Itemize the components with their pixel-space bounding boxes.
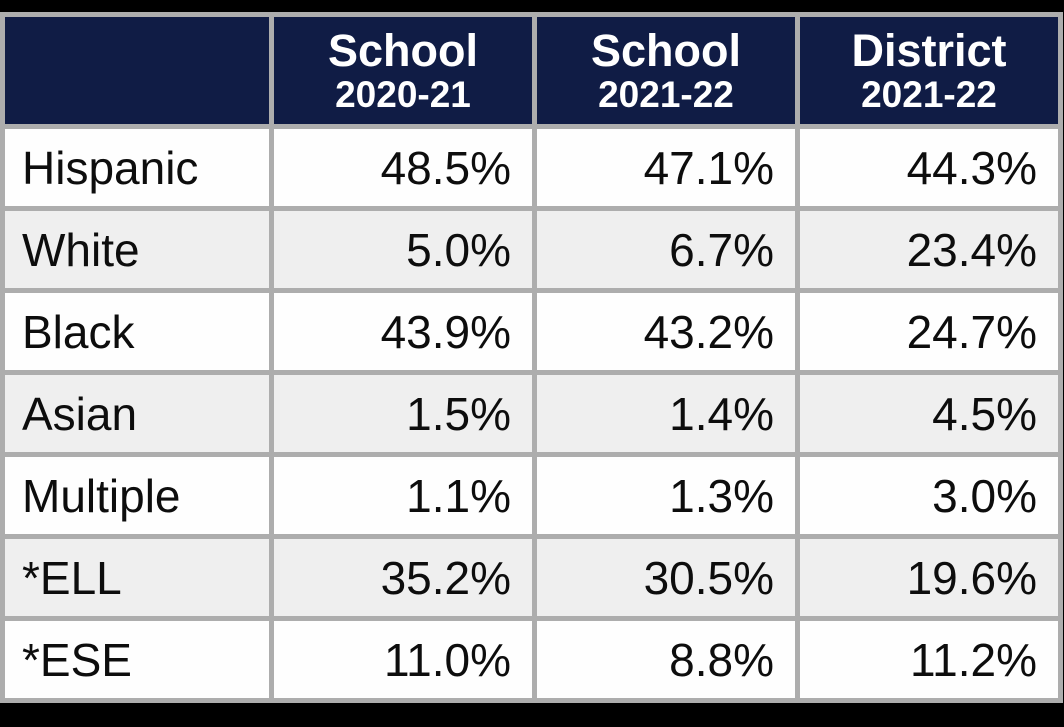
table-row-hispanic: Hispanic 48.5% 47.1% 44.3% xyxy=(0,124,1063,211)
cell-value: 1.5% xyxy=(269,370,537,457)
row-label: *ELL xyxy=(0,534,274,621)
demographics-table: School 2020-21 School 2021-22 District 2… xyxy=(0,12,1063,703)
cell-value: 6.7% xyxy=(532,206,800,293)
row-label: Hispanic xyxy=(0,124,274,211)
table-row-asian: Asian 1.5% 1.4% 4.5% xyxy=(0,370,1063,457)
column-subtitle: 2021-22 xyxy=(861,74,997,116)
column-title: School xyxy=(327,24,478,76)
cell-value: 11.2% xyxy=(795,616,1063,703)
row-label: Black xyxy=(0,288,274,375)
cell-value: 35.2% xyxy=(269,534,537,621)
table-row-multiple: Multiple 1.1% 1.3% 3.0% xyxy=(0,452,1063,539)
cell-value: 19.6% xyxy=(795,534,1063,621)
cell-value: 47.1% xyxy=(532,124,800,211)
cell-value: 43.2% xyxy=(532,288,800,375)
column-header-district-2021-22: District 2021-22 xyxy=(795,12,1063,129)
column-title: School xyxy=(590,24,741,76)
cell-value: 1.3% xyxy=(532,452,800,539)
cell-value: 1.1% xyxy=(269,452,537,539)
column-subtitle: 2021-22 xyxy=(598,74,734,116)
row-label: *ESE xyxy=(0,616,274,703)
row-label: Multiple xyxy=(0,452,274,539)
row-label: Asian xyxy=(0,370,274,457)
cell-value: 4.5% xyxy=(795,370,1063,457)
column-header-school-2021-22: School 2021-22 xyxy=(532,12,800,129)
header-row: School 2020-21 School 2021-22 District 2… xyxy=(0,12,1063,129)
cell-value: 23.4% xyxy=(795,206,1063,293)
cell-value: 3.0% xyxy=(795,452,1063,539)
column-header-school-2020-21: School 2020-21 xyxy=(269,12,537,129)
table-row-white: White 5.0% 6.7% 23.4% xyxy=(0,206,1063,293)
table-row-ell: *ELL 35.2% 30.5% 19.6% xyxy=(0,534,1063,621)
cell-value: 8.8% xyxy=(532,616,800,703)
cell-value: 24.7% xyxy=(795,288,1063,375)
corner-cell xyxy=(0,12,274,129)
cell-value: 44.3% xyxy=(795,124,1063,211)
cell-value: 30.5% xyxy=(532,534,800,621)
cell-value: 11.0% xyxy=(269,616,537,703)
table-row-black: Black 43.9% 43.2% 24.7% xyxy=(0,288,1063,375)
cell-value: 43.9% xyxy=(269,288,537,375)
cell-value: 1.4% xyxy=(532,370,800,457)
table-row-ese: *ESE 11.0% 8.8% 11.2% xyxy=(0,616,1063,703)
column-subtitle: 2020-21 xyxy=(335,74,471,116)
column-title: District xyxy=(851,24,1007,76)
cell-value: 5.0% xyxy=(269,206,537,293)
row-label: White xyxy=(0,206,274,293)
cell-value: 48.5% xyxy=(269,124,537,211)
